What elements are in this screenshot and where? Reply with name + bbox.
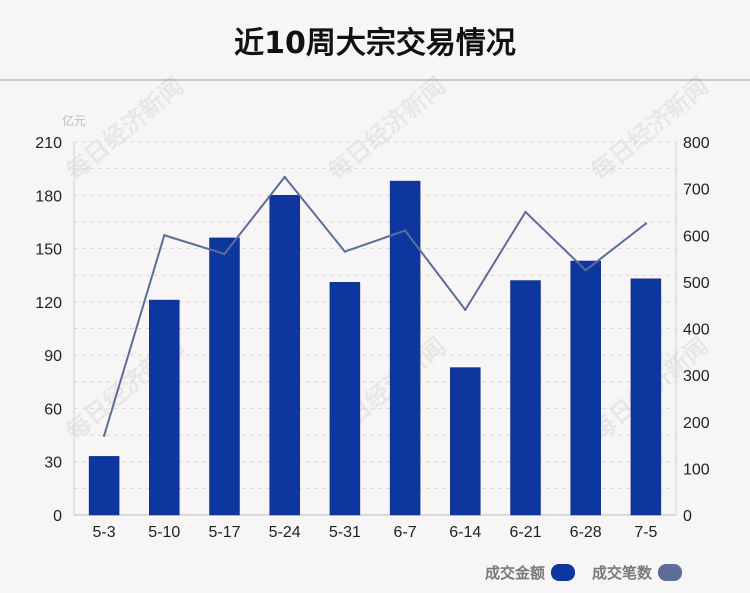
bar-5-31: [329, 282, 361, 516]
legend-swatch-count: [658, 564, 683, 581]
left-tick-label: 30: [44, 455, 62, 472]
left-axis-unit: 亿元: [62, 114, 87, 128]
x-tick-label: 5-3: [93, 524, 116, 541]
left-tick-label: 120: [35, 295, 62, 312]
legend-item-count: 成交笔数: [592, 562, 683, 583]
x-tick-label: 5-17: [208, 524, 240, 541]
x-tick-label: 5-10: [148, 524, 180, 541]
right-tick-label: 800: [683, 135, 710, 152]
x-tick-label: 6-7: [394, 524, 417, 541]
line-point-6-28: [584, 269, 587, 272]
bar-7-5: [630, 278, 662, 516]
bar-6-7: [389, 180, 421, 516]
right-tick-label: 500: [683, 275, 710, 292]
x-tick-label: 7-5: [634, 524, 657, 541]
left-tick-label: 180: [35, 188, 62, 205]
header-bar: 近10周大宗交易情况: [0, 0, 750, 81]
bar-5-3: [88, 456, 120, 516]
line-series-count: [103, 175, 647, 437]
line-point-7-5: [644, 222, 648, 225]
left-tick-label: 90: [44, 348, 62, 365]
left-tick-label: 60: [44, 401, 62, 418]
right-tick-label: 300: [683, 368, 710, 385]
bar-6-14: [450, 367, 481, 516]
x-tick-label: 6-21: [509, 524, 541, 541]
bar-6-21: [510, 280, 541, 516]
left-tick-label: 150: [35, 242, 62, 259]
chart-title: 近10周大宗交易情况: [234, 26, 516, 61]
right-tick-label: 600: [683, 228, 710, 245]
bar-5-24: [269, 195, 300, 516]
line-point-5-24: [283, 175, 286, 179]
x-tick-label: 5-31: [329, 524, 361, 541]
left-tick-label: 0: [53, 508, 62, 525]
bar-5-10: [149, 299, 180, 516]
line-point-5-31: [343, 250, 347, 253]
line-point-6-21: [524, 210, 527, 214]
bar-6-28: [570, 260, 601, 516]
legend-swatch-amount: [551, 564, 576, 581]
right-tick-label: 700: [683, 182, 710, 199]
line-point-5-10: [163, 234, 166, 237]
right-tick-label: 0: [683, 508, 692, 525]
line-point-5-17: [223, 252, 226, 256]
right-tick-label: 100: [683, 461, 710, 478]
x-tick-label: 5-24: [269, 524, 301, 541]
right-tick-label: 200: [683, 415, 710, 432]
line-point-6-14: [464, 308, 467, 312]
line-point-6-7: [403, 229, 407, 232]
legend-label-amount: 成交金额: [485, 564, 546, 582]
legend-label-count: 成交笔数: [592, 564, 653, 582]
x-tick-label: 6-28: [570, 524, 602, 541]
right-tick-label: 400: [683, 322, 710, 339]
legend-item-amount: 成交金额: [485, 562, 576, 583]
legend: 成交金额 成交笔数: [0, 562, 750, 586]
line-point-5-3: [102, 434, 106, 437]
x-tick-label: 6-14: [449, 524, 481, 541]
left-tick-label: 210: [35, 135, 62, 152]
bar-5-17: [209, 237, 240, 516]
